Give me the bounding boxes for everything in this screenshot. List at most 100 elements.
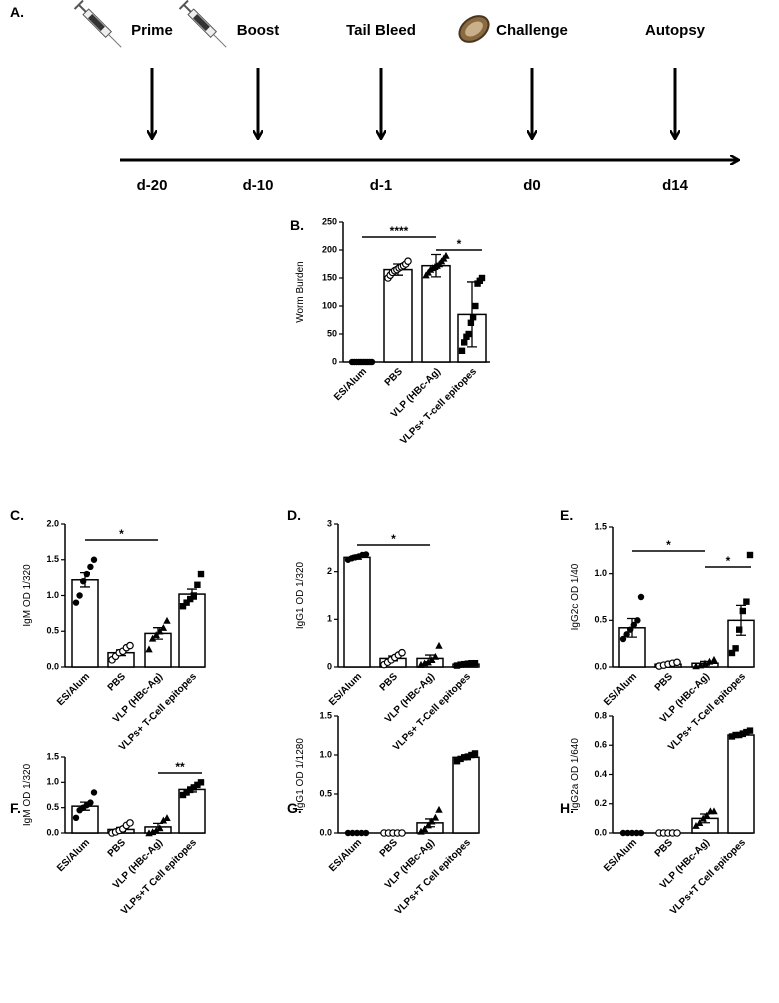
data-point — [627, 626, 634, 633]
data-point — [362, 551, 370, 558]
data-point — [453, 758, 461, 765]
y-tick-label: 1.5 — [594, 521, 607, 531]
x-tick-label: PBS — [383, 366, 406, 389]
y-tick-label: 0.0 — [46, 827, 59, 837]
data-point — [156, 627, 164, 635]
data-point — [461, 339, 468, 346]
data-point — [152, 631, 160, 639]
x-tick-label: ES/Alum — [602, 837, 639, 874]
data-point — [428, 817, 436, 825]
data-point — [344, 829, 352, 837]
data-point — [83, 570, 91, 578]
x-tick-label: ES/Alum — [55, 671, 92, 708]
data-point — [710, 655, 718, 663]
data-point — [435, 805, 443, 813]
data-point — [728, 649, 736, 657]
data-point — [633, 829, 640, 837]
x-tick-label: ES/Alum — [332, 366, 369, 403]
significance-label: * — [666, 538, 671, 552]
panel-label: B. — [290, 217, 304, 233]
data-point — [194, 781, 201, 789]
day-label: d-1 — [370, 177, 393, 194]
parasite-egg-icon — [458, 15, 490, 43]
data-point — [163, 814, 171, 821]
data-point — [183, 789, 190, 796]
significance-label: **** — [390, 224, 409, 238]
data-point — [424, 821, 432, 829]
data-point — [469, 314, 477, 321]
event-label: Autopsy — [645, 22, 706, 39]
data-point — [398, 829, 406, 837]
y-axis-label: Worm Burden — [295, 261, 306, 323]
panel-label: F. — [10, 800, 21, 816]
data-point — [732, 731, 739, 739]
data-point — [465, 330, 472, 338]
y-axis-label: IgG2c OD 1/40 — [570, 563, 581, 630]
event-label: Prime — [131, 22, 173, 39]
data-point — [458, 347, 466, 354]
data-point — [90, 556, 98, 563]
data-point — [637, 593, 645, 601]
data-point — [619, 829, 627, 837]
data-point — [159, 623, 168, 631]
y-tick-label: 1.0 — [319, 749, 332, 759]
data-point — [673, 658, 681, 667]
data-point — [464, 660, 471, 667]
x-tick-label: PBS — [653, 837, 676, 860]
data-point — [152, 826, 160, 834]
y-tick-label: 1.0 — [594, 568, 607, 578]
data-point — [187, 786, 194, 794]
x-tick-label: ES/Alum — [602, 671, 639, 708]
x-tick-label: PBS — [378, 837, 401, 860]
significance-label: * — [119, 527, 124, 541]
y-tick-label: 0.8 — [594, 710, 607, 720]
y-tick-label: 2.0 — [46, 518, 59, 528]
data-point — [431, 652, 440, 660]
data-point — [362, 829, 370, 837]
x-tick-label: PBS — [653, 671, 676, 694]
data-point — [87, 799, 94, 806]
y-tick-label: 0.0 — [594, 827, 607, 837]
data-point — [197, 779, 205, 786]
y-tick-label: 0.0 — [594, 661, 607, 671]
data-point — [673, 829, 681, 837]
data-point — [179, 603, 187, 610]
data-point — [471, 659, 479, 667]
syringe-icon — [178, 0, 227, 48]
y-axis-label: IgM OD 1/320 — [22, 763, 33, 826]
data-point — [637, 829, 645, 837]
y-tick-label: 150 — [322, 272, 337, 282]
y-tick-label: 0.0 — [319, 827, 332, 837]
y-tick-label: 3 — [327, 518, 332, 528]
bar — [383, 268, 413, 363]
x-tick-label: PBS — [378, 671, 401, 694]
y-tick-label: 0.2 — [594, 798, 607, 808]
data-point — [187, 595, 194, 603]
y-tick-label: 0.5 — [594, 615, 607, 625]
data-point — [468, 659, 475, 667]
significance-label: ** — [175, 760, 185, 774]
data-point — [183, 599, 190, 606]
data-point — [190, 592, 197, 599]
syringe-icon — [73, 0, 122, 48]
y-axis-label: IgM OD 1/320 — [22, 564, 33, 627]
data-point — [467, 319, 475, 326]
data-point — [736, 626, 743, 633]
panel-label: E. — [560, 507, 573, 523]
panel-label: C. — [10, 507, 24, 523]
y-tick-label: 0.5 — [46, 626, 59, 636]
panel-label: A. — [10, 4, 24, 20]
panel-label: D. — [287, 507, 301, 523]
data-point — [623, 631, 630, 638]
data-point — [353, 829, 361, 837]
y-tick-label: 200 — [322, 244, 337, 254]
data-point — [696, 661, 705, 669]
data-point — [431, 813, 440, 821]
data-point — [197, 570, 205, 578]
data-point — [453, 662, 461, 669]
data-point — [746, 727, 754, 734]
data-point — [72, 814, 80, 821]
data-point — [710, 807, 718, 815]
significance-label: * — [391, 532, 396, 546]
data-point — [442, 251, 450, 259]
